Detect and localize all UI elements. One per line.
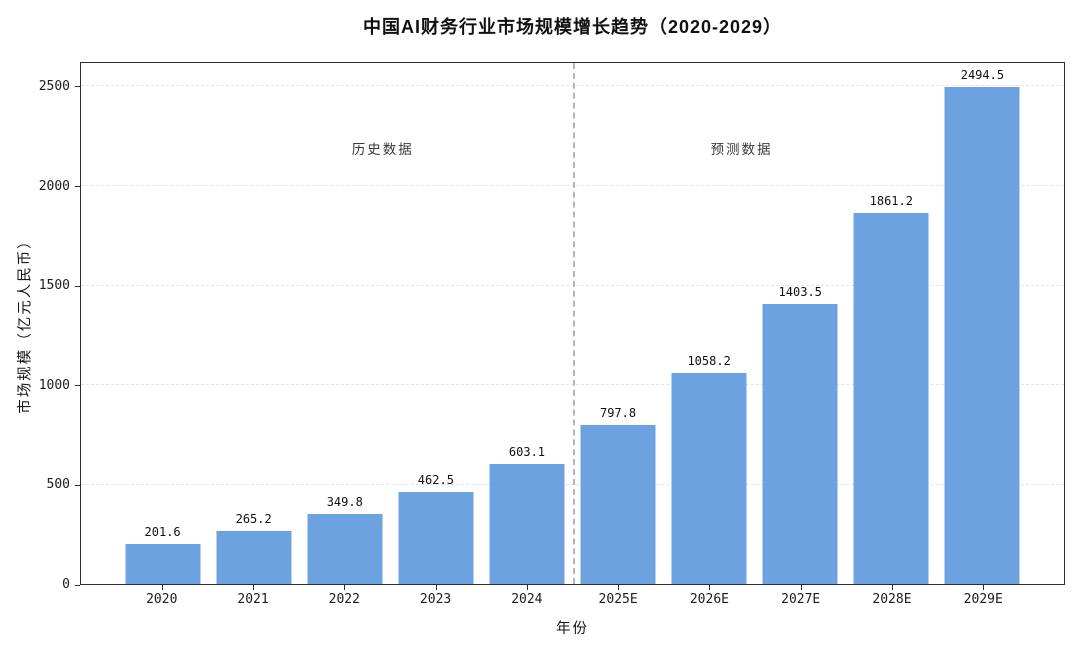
bar-value-label: 2494.5 bbox=[960, 68, 1005, 83]
bar-2026E bbox=[671, 373, 747, 584]
bar-value-label: 797.8 bbox=[599, 406, 637, 421]
chart-title: 中国AI财务行业市场规模增长趋势（2020-2029） bbox=[362, 17, 783, 37]
x-tick-label: 2027E bbox=[781, 592, 821, 607]
bar-2020 bbox=[125, 543, 201, 584]
annotation-历史数据: 历史数据 bbox=[351, 141, 414, 157]
x-tick-label: 2026E bbox=[689, 592, 729, 607]
x-tick-label: 2025E bbox=[598, 592, 638, 607]
x-tick-label: 2028E bbox=[872, 592, 912, 607]
y-tick-label: 2000 bbox=[38, 178, 70, 194]
y-tick-mark bbox=[75, 484, 80, 486]
bar-value-label: 201.6 bbox=[144, 524, 181, 539]
bar-2021 bbox=[216, 531, 292, 584]
bar-value-label: 1403.5 bbox=[778, 285, 822, 300]
x-tick-mark bbox=[891, 585, 893, 590]
annotation-预测数据: 预测数据 bbox=[710, 141, 773, 157]
bar-value-label: 462.5 bbox=[417, 472, 454, 487]
bar-2025E bbox=[580, 425, 656, 584]
bar-value-label: 349.8 bbox=[326, 495, 363, 510]
bar-value-label: 1058.2 bbox=[687, 354, 731, 369]
bar-2023 bbox=[398, 491, 474, 584]
y-tick-mark bbox=[75, 186, 80, 188]
plot-area: 201.6 265.2 349.8 462.5 603.1 797.8 1058.2 1403… bbox=[80, 62, 1065, 585]
x-tick-mark bbox=[618, 585, 620, 590]
y-tick-label: 2500 bbox=[38, 78, 70, 94]
bar-2029E bbox=[944, 87, 1020, 584]
bar-value-label: 265.2 bbox=[235, 512, 272, 527]
x-tick-label: 2024 bbox=[511, 592, 543, 607]
x-tick-label: 2021 bbox=[237, 592, 269, 607]
x-tick-mark bbox=[253, 585, 255, 590]
y-tick-label: 0 bbox=[62, 577, 70, 592]
y-tick-label: 500 bbox=[46, 477, 70, 493]
x-tick-label: 2020 bbox=[146, 592, 178, 607]
x-axis-title: 年份 bbox=[556, 621, 589, 637]
y-tick-mark bbox=[75, 86, 80, 88]
x-tick-mark bbox=[161, 585, 163, 590]
x-tick-mark bbox=[709, 585, 711, 590]
y-tick-mark bbox=[75, 584, 80, 586]
bar-2028E bbox=[853, 213, 929, 584]
x-tick-mark bbox=[983, 585, 985, 590]
bar-2024 bbox=[489, 463, 565, 584]
y-tick-label: 1500 bbox=[38, 278, 70, 294]
y-tick-mark bbox=[75, 385, 80, 387]
x-tick-mark bbox=[800, 585, 802, 590]
x-tick-label: 2023 bbox=[419, 592, 452, 607]
x-tick-mark bbox=[526, 585, 528, 590]
x-tick-label: 2029E bbox=[963, 592, 1003, 607]
bar-value-label: 1861.2 bbox=[869, 194, 913, 209]
x-tick-mark bbox=[344, 585, 346, 590]
y-tick-mark bbox=[75, 285, 80, 287]
bar-value-label: 603.1 bbox=[508, 444, 546, 459]
x-tick-label: 2022 bbox=[328, 592, 360, 607]
bar-2027E bbox=[762, 304, 838, 584]
x-tick-mark bbox=[435, 585, 437, 590]
bar-2022 bbox=[307, 514, 383, 584]
y-tick-label: 1000 bbox=[38, 377, 70, 393]
history-forecast-separator bbox=[572, 63, 575, 584]
